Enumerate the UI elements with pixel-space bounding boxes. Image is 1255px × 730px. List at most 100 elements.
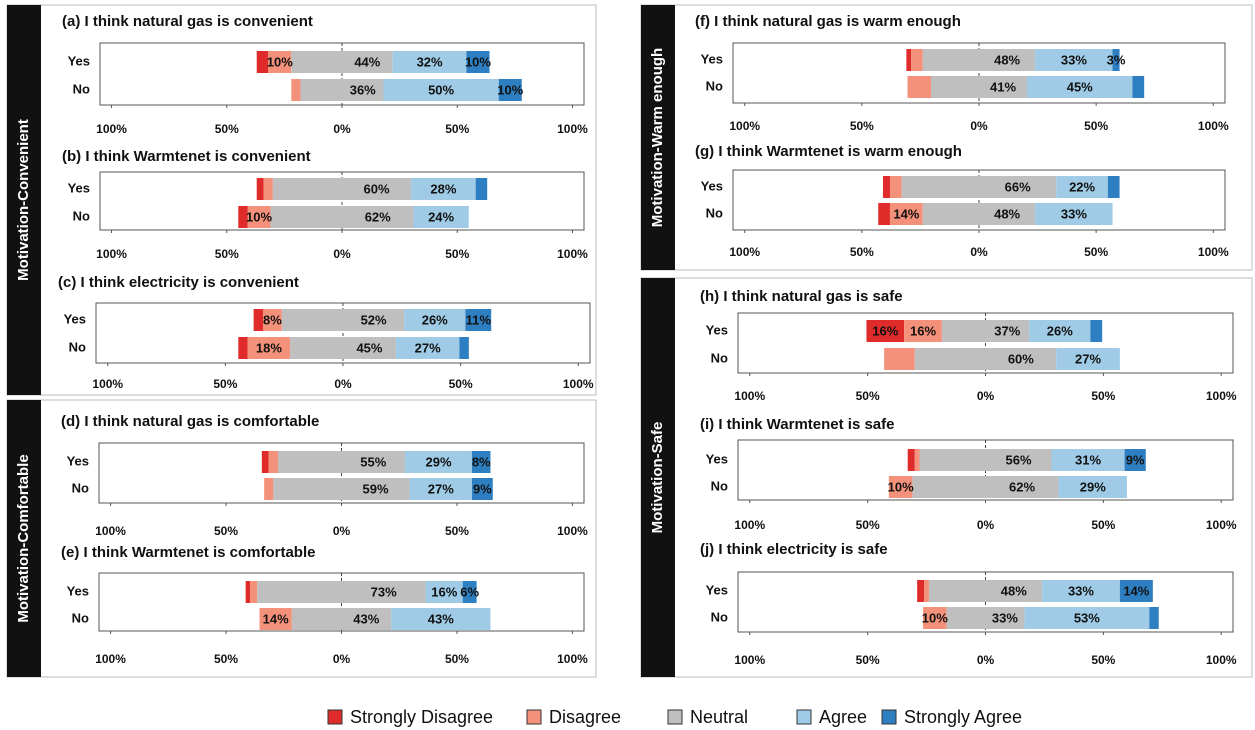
category-label: No	[711, 609, 728, 624]
legend-label: Disagree	[549, 707, 621, 727]
x-tick-label: 100%	[557, 122, 588, 136]
bar-segment	[928, 580, 1043, 602]
category-label: Yes	[701, 178, 723, 193]
value-label: 66%	[1005, 179, 1031, 194]
value-label: 60%	[364, 181, 390, 196]
value-label: 27%	[1075, 351, 1101, 366]
bar-segment	[1027, 76, 1133, 98]
legend-swatch	[796, 709, 812, 725]
bar-segment	[1090, 320, 1103, 342]
group-label-bar	[641, 278, 675, 677]
bar-segment	[263, 309, 282, 331]
chart-title: (j) I think electricity is safe	[700, 541, 888, 558]
category-label: No	[69, 339, 86, 354]
bar-segment	[291, 79, 301, 101]
bar-segment	[459, 337, 469, 359]
value-label: 29%	[425, 454, 451, 469]
bar-segment	[1056, 348, 1120, 370]
x-tick-label: 100%	[729, 245, 760, 259]
legend-label: Strongly Disagree	[350, 707, 493, 727]
group-label-bar	[7, 5, 41, 395]
value-label: 9%	[473, 481, 492, 496]
bar-segment	[922, 49, 1036, 71]
x-tick-label: 100%	[557, 652, 588, 666]
x-tick-label: 0%	[333, 652, 351, 666]
category-label: Yes	[67, 583, 89, 598]
bar-segment	[256, 51, 269, 73]
bar-segment	[404, 309, 466, 331]
value-label: 45%	[1067, 79, 1093, 94]
bar-segment	[1112, 49, 1120, 71]
bar-segment	[247, 206, 271, 228]
value-label: 22%	[1069, 179, 1095, 194]
bar-segment	[392, 51, 467, 73]
x-tick-label: 0%	[970, 119, 988, 133]
x-tick-label: 50%	[1084, 119, 1108, 133]
bar-segment	[1035, 203, 1113, 225]
legend-swatch	[881, 709, 897, 725]
value-label: 41%	[990, 79, 1016, 94]
value-label: 44%	[354, 54, 380, 69]
x-tick-label: 0%	[333, 524, 351, 538]
value-label: 26%	[1047, 323, 1073, 338]
bar-segment	[250, 581, 258, 603]
value-label: 9%	[1126, 452, 1145, 467]
bar-segment	[1107, 176, 1120, 198]
legend-swatch	[667, 709, 683, 725]
x-tick-label: 100%	[557, 524, 588, 538]
bar-segment	[1149, 607, 1159, 629]
x-tick-label: 50%	[445, 122, 469, 136]
bar-segment	[923, 607, 947, 629]
x-tick-label: 0%	[333, 247, 351, 261]
bar-segment	[907, 76, 931, 98]
category-label: Yes	[706, 322, 728, 337]
value-label: 10%	[922, 610, 948, 625]
bar-segment	[247, 337, 291, 359]
bar-segment	[462, 581, 477, 603]
bar-segment	[409, 478, 472, 500]
bar-segment	[256, 178, 264, 200]
bar-segment	[922, 203, 1036, 225]
value-label: 10%	[465, 54, 491, 69]
group-label-bar	[641, 5, 675, 270]
bar-segment	[904, 320, 942, 342]
category-label: No	[711, 478, 728, 493]
x-tick-label: 50%	[215, 122, 239, 136]
x-tick-label: 50%	[856, 389, 880, 403]
chart-title: (g) I think Warmtenet is warm enough	[695, 143, 962, 160]
value-label: 50%	[428, 82, 454, 97]
value-label: 11%	[466, 312, 492, 327]
legend-label: Strongly Agree	[904, 707, 1022, 727]
value-label: 27%	[415, 340, 441, 355]
x-tick-label: 50%	[445, 524, 469, 538]
value-label: 24%	[428, 209, 454, 224]
bar-segment	[263, 178, 273, 200]
x-tick-label: 100%	[729, 119, 760, 133]
bar-segment	[1132, 76, 1145, 98]
x-tick-label: 0%	[333, 122, 351, 136]
x-tick-label: 50%	[850, 119, 874, 133]
bar-segment	[1035, 49, 1113, 71]
bar-segment	[411, 178, 476, 200]
category-label: Yes	[706, 451, 728, 466]
value-label: 33%	[992, 610, 1018, 625]
value-label: 10%	[267, 54, 293, 69]
bar-segment	[383, 79, 499, 101]
bar-segment	[405, 451, 472, 473]
bar-segment	[906, 49, 912, 71]
x-tick-label: 100%	[1206, 653, 1237, 667]
chart-title: (f) I think natural gas is warm enough	[695, 13, 961, 30]
x-tick-label: 50%	[856, 653, 880, 667]
bar-segment	[1029, 320, 1091, 342]
category-label: Yes	[706, 582, 728, 597]
bar-segment	[471, 478, 493, 500]
bar-segment	[941, 320, 1030, 342]
value-label: 33%	[1068, 583, 1094, 598]
value-label: 16%	[431, 584, 457, 599]
x-tick-label: 100%	[1198, 119, 1229, 133]
category-label: No	[73, 208, 90, 223]
x-tick-label: 50%	[449, 377, 473, 391]
category-label: No	[72, 480, 89, 495]
value-label: 33%	[1061, 206, 1087, 221]
bar-segment	[466, 51, 490, 73]
